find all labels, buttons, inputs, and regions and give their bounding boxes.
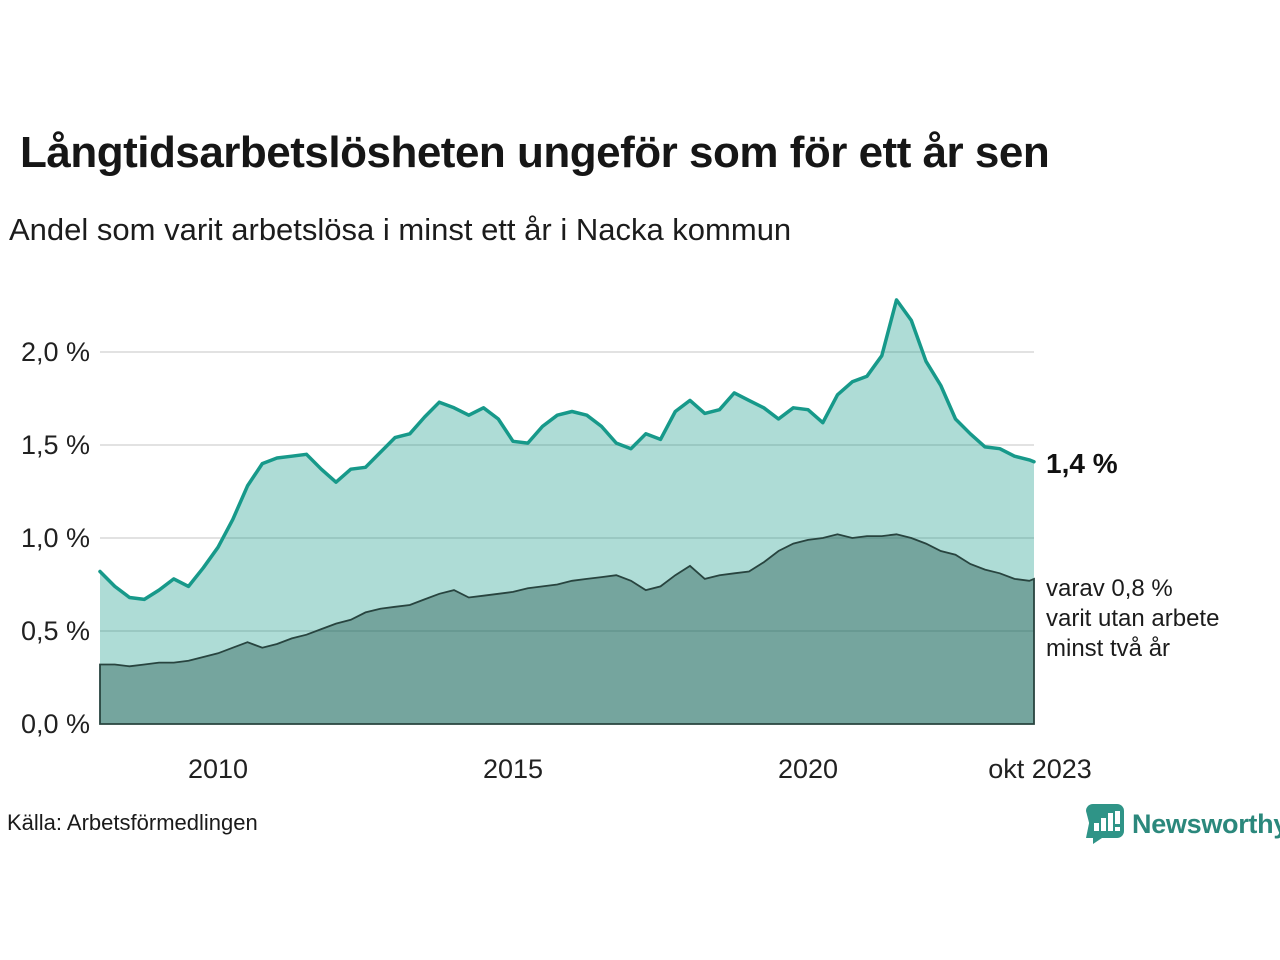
annotation-two-years-line3: minst två år — [1046, 635, 1171, 662]
x-axis-label: 2020 — [777, 754, 839, 784]
area-unemployed-two-years — [99, 533, 1035, 725]
annotation-two-years: varav 0,8 % varit utan arbete minst två … — [1046, 574, 1219, 664]
y-axis-label: 1,5 % — [20, 430, 90, 460]
logo-bubble-icon — [1086, 804, 1124, 844]
line-unemployed-one-year — [98, 298, 1036, 602]
page-title: Långtidsarbetslösheten ungeför som för e… — [20, 128, 1050, 177]
annotation-two-years-line1: varav 0,8 % — [1046, 575, 1173, 602]
y-axis-label: 0,0 % — [20, 709, 90, 739]
y-axis-label: 0,5 % — [20, 616, 90, 646]
x-axis-label: okt 2023 — [988, 754, 1092, 784]
gridlines — [100, 351, 1034, 632]
logo-wordmark: Newsworthy — [1132, 808, 1280, 839]
page-subtitle: Andel som varit arbetslösa i minst ett å… — [9, 212, 792, 247]
x-axis-label: 2015 — [482, 754, 544, 784]
area-unemployed-one-year — [100, 299, 1034, 724]
y-axis-label: 1,0 % — [20, 523, 90, 553]
annotation-two-years-line2: varit utan arbete — [1046, 605, 1220, 632]
source-note: Källa: Arbetsförmedlingen — [7, 810, 258, 835]
y-axis-label: 2,0 % — [20, 337, 90, 367]
annotation-latest-total: 1,4 % — [1046, 448, 1118, 479]
x-axis-label: 2010 — [187, 754, 249, 784]
newsworthy-logo: Newsworthy — [1086, 804, 1280, 844]
